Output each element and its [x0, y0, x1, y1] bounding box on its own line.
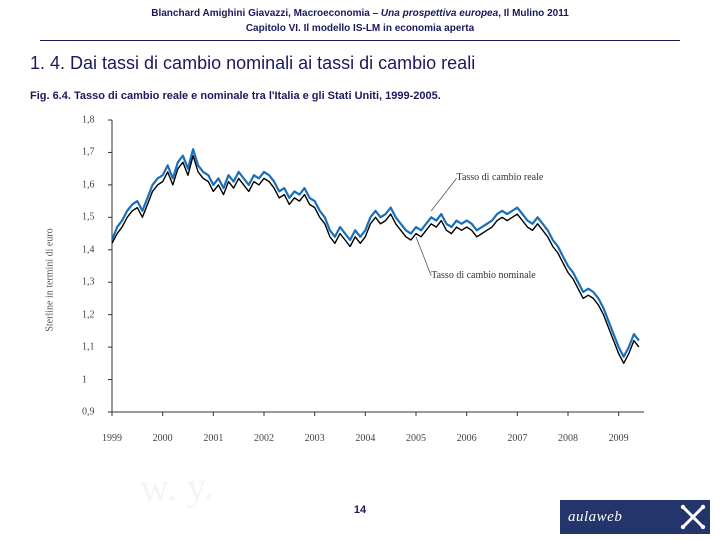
xtick-label: 2001: [203, 433, 223, 444]
xtick-label: 2004: [355, 433, 375, 444]
ytick-label: 1,7: [82, 147, 95, 158]
xtick-label: 2008: [558, 433, 578, 444]
ytick-label: 1,2: [82, 309, 95, 320]
ytick-label: 1,4: [82, 244, 95, 255]
xtick-label: 2006: [457, 433, 477, 444]
xtick-label: 2005: [406, 433, 426, 444]
xtick-label: 2000: [153, 433, 173, 444]
ytick-label: 1: [82, 374, 87, 385]
section-title: 1. 4. Dai tassi di cambio nominali ai ta…: [0, 41, 720, 84]
ytick-label: 1,3: [82, 277, 95, 288]
ytick-label: 1,6: [82, 179, 95, 190]
ytick-label: 1,5: [82, 212, 95, 223]
xtick-label: 2002: [254, 433, 274, 444]
xtick-label: 1999: [102, 433, 122, 444]
aulaweb-logo: aulaweb: [560, 500, 710, 534]
figure-caption: Fig. 6.4. Tasso di cambio reale e nomina…: [0, 84, 720, 110]
yaxis-label: Sterline in termini di euro: [45, 228, 56, 331]
chart-plot-area: [108, 116, 648, 416]
logo-text: aulaweb: [568, 509, 622, 526]
chart-svg: [108, 116, 648, 416]
header-line1: Blanchard Amighini Giavazzi, Macroeconom…: [0, 0, 720, 23]
xtick-label: 2009: [609, 433, 629, 444]
page-number: 14: [354, 504, 366, 516]
chart-annotation: Tasso di cambio reale: [457, 172, 544, 183]
background-watermark: w. y.: [139, 462, 214, 512]
xtick-label: 2003: [305, 433, 325, 444]
header-publisher: , Il Mulino 2011: [498, 8, 569, 19]
ytick-label: 0,9: [82, 407, 95, 418]
xtick-label: 2007: [507, 433, 527, 444]
ytick-label: 1,8: [82, 115, 95, 126]
header-title-italic: Una prospettiva europea: [381, 8, 498, 19]
ytick-label: 1,1: [82, 342, 95, 353]
chart-annotation: Tasso di cambio nominale: [431, 270, 536, 281]
chart-container: Sterline in termini di euro 0,911,11,21,…: [60, 110, 660, 450]
header-authors: Blanchard Amighini Giavazzi, Macroeconom…: [151, 8, 381, 19]
logo-cross-icon: [680, 504, 706, 530]
header-line2: Capitolo VI. Il modello IS-LM in economi…: [40, 23, 680, 41]
